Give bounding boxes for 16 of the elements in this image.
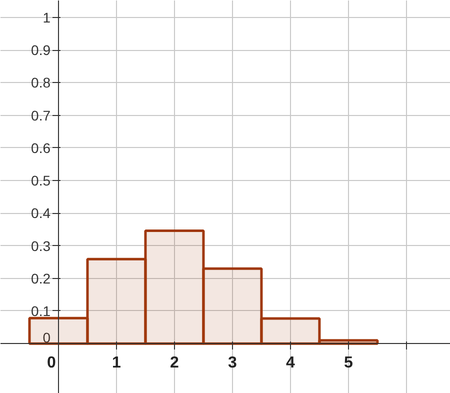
y-tick-label: 0.1 [31, 302, 51, 319]
y-tick-label: 1 [42, 9, 51, 26]
x-tick-label: 4 [286, 354, 295, 372]
x-tick-label: 5 [344, 354, 353, 372]
y-tick-label: 0.8 [31, 74, 51, 91]
x-tick-label: 2 [170, 354, 180, 372]
x-tick-label: 1 [112, 354, 122, 372]
y-tick-label: 0 [42, 330, 51, 346]
y-tick-label: 0.3 [31, 238, 51, 254]
y-tick-label: 0.7 [31, 107, 51, 124]
y-tick-label: 0.9 [31, 42, 51, 58]
y-tick-label: 0.2 [31, 270, 51, 286]
y-tick-label: 0.6 [31, 140, 51, 156]
y-tick-label: 0.4 [31, 205, 51, 222]
y-tick-label: 0.5 [31, 172, 51, 189]
x-tick-label: 3 [228, 354, 238, 372]
